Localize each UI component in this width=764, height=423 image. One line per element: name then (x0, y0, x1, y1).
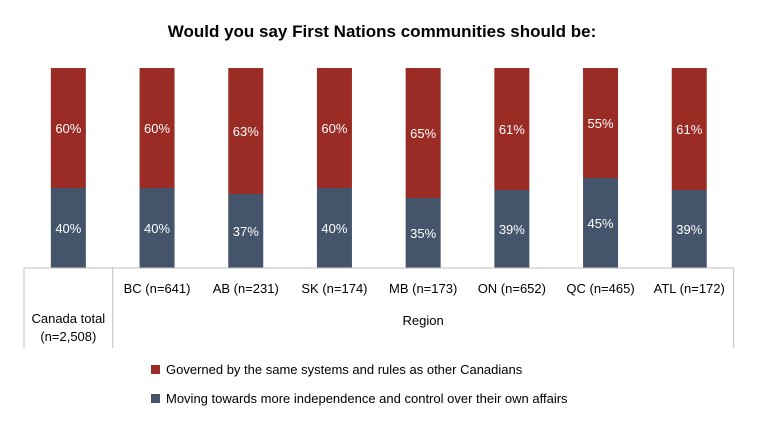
data-label-independence-3: 40% (321, 221, 347, 236)
group-label-region: Region (403, 313, 444, 328)
bar-independence-2 (228, 194, 264, 268)
data-label-governed-5: 61% (499, 122, 525, 137)
data-label-independence-1: 40% (144, 221, 170, 236)
bar-governed-0 (50, 68, 86, 188)
data-label-governed-1: 60% (144, 121, 170, 136)
legend-label-governed: Governed by the same systems and rules a… (166, 362, 523, 377)
category-label-0-line-1: (n=2,508) (40, 329, 96, 344)
data-label-independence-5: 39% (499, 222, 525, 237)
bar-independence-3 (316, 188, 352, 268)
category-label-5: ON (n=652) (478, 281, 546, 296)
data-label-governed-4: 65% (410, 126, 436, 141)
bar-independence-0 (50, 188, 86, 268)
legend-item-independence: Moving towards more independence and con… (151, 391, 568, 406)
bar-governed-1 (139, 68, 175, 188)
bar-governed-5 (494, 68, 530, 190)
legend-swatch-independence (151, 394, 160, 403)
bar-independence-1 (139, 188, 175, 268)
category-label-2: AB (n=231) (213, 281, 279, 296)
bar-independence-7 (671, 190, 707, 268)
bar-governed-7 (671, 68, 707, 190)
category-label-6: QC (n=465) (566, 281, 634, 296)
data-label-governed-7: 61% (676, 122, 702, 137)
bar-governed-4 (405, 68, 441, 198)
data-label-independence-6: 45% (588, 216, 614, 231)
bar-independence-5 (494, 190, 530, 268)
bar-independence-6 (583, 178, 619, 268)
legend-label-independence: Moving towards more independence and con… (166, 391, 568, 406)
category-label-1: BC (n=641) (124, 281, 191, 296)
category-label-4: MB (n=173) (389, 281, 457, 296)
bar-independence-4 (405, 198, 441, 268)
category-label-3: SK (n=174) (301, 281, 367, 296)
chart-title: Would you say First Nations communities … (167, 22, 597, 41)
bar-governed-6 (583, 68, 619, 178)
data-label-governed-6: 55% (588, 116, 614, 131)
category-label-0-line-0: Canada total (31, 311, 105, 326)
category-label-7: ATL (n=172) (654, 281, 725, 296)
data-label-governed-0: 60% (55, 121, 81, 136)
data-label-governed-3: 60% (321, 121, 347, 136)
bar-governed-3 (316, 68, 352, 188)
legend-item-governed: Governed by the same systems and rules a… (151, 362, 522, 377)
data-label-governed-2: 63% (233, 124, 259, 139)
data-label-independence-2: 37% (233, 224, 259, 239)
bar-governed-2 (228, 68, 264, 194)
data-label-independence-4: 35% (410, 226, 436, 241)
legend-swatch-governed (151, 365, 160, 374)
data-label-independence-0: 40% (55, 221, 81, 236)
data-label-independence-7: 39% (676, 222, 702, 237)
